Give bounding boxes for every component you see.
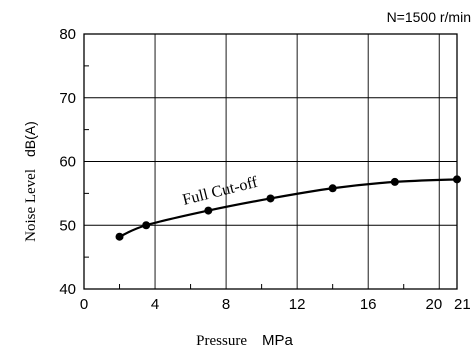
data-point xyxy=(204,206,213,215)
y-tick-label: 80 xyxy=(59,26,76,43)
x-tick-label: 21 xyxy=(454,296,471,313)
y-tick-labels: 40 50 60 70 80 xyxy=(59,26,76,298)
y-tick-label: 60 xyxy=(59,154,76,171)
y-tick-label: 70 xyxy=(59,90,76,107)
x-tick-label: 20 xyxy=(426,296,443,313)
x-tick-label: 0 xyxy=(80,296,88,313)
y-axis-title: Noise Level dB(A) xyxy=(22,121,39,242)
series-points xyxy=(115,175,461,241)
y-axis-unit: dB(A) xyxy=(22,121,38,157)
x-tick-label: 4 xyxy=(151,296,159,313)
y-axis-label: Noise Level xyxy=(23,169,39,242)
data-point xyxy=(390,177,399,186)
x-tick-label: 8 xyxy=(222,296,230,313)
plot-frame xyxy=(83,33,458,290)
condition-label: N=1500 r/min xyxy=(387,9,471,25)
grid-lines xyxy=(84,34,457,289)
y-tick-label: 40 xyxy=(59,281,76,298)
x-axis-unit: MPa xyxy=(262,332,294,349)
x-tick-label: 16 xyxy=(360,296,377,313)
x-axis-label: Pressure xyxy=(196,333,247,349)
minor-ticks xyxy=(84,65,405,289)
data-point xyxy=(328,184,337,193)
data-point xyxy=(453,175,461,184)
x-tick-label: 12 xyxy=(289,296,306,313)
y-tick-label: 50 xyxy=(59,217,76,234)
series-line xyxy=(119,178,458,238)
data-point xyxy=(142,221,151,230)
data-point xyxy=(115,232,124,241)
x-tick-labels: 0 4 8 12 16 20 21 xyxy=(80,296,471,313)
data-point xyxy=(266,194,275,203)
x-axis-title: Pressure MPa xyxy=(196,332,293,349)
